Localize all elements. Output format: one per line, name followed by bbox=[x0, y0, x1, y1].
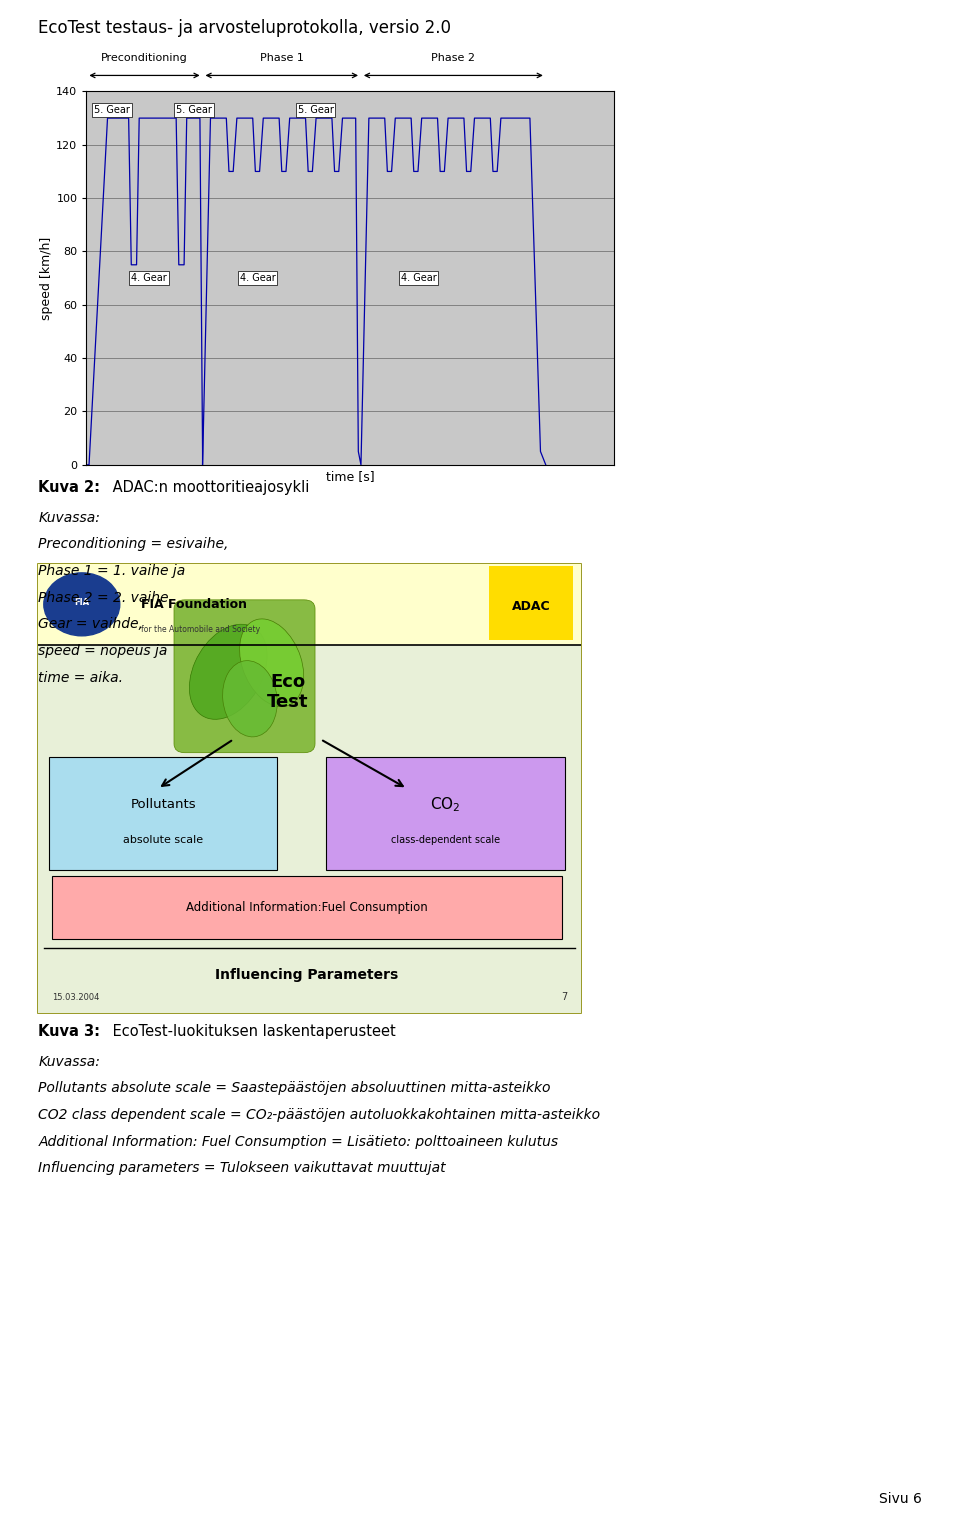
Text: 5. Gear: 5. Gear bbox=[177, 105, 212, 116]
Text: time = aika.: time = aika. bbox=[38, 671, 124, 684]
Text: for the Automobile and Society: for the Automobile and Society bbox=[141, 625, 260, 634]
Ellipse shape bbox=[189, 625, 267, 719]
Text: EcoTest testaus- ja arvosteluprotokolla, versio 2.0: EcoTest testaus- ja arvosteluprotokolla,… bbox=[38, 18, 451, 37]
Text: Eco
Test: Eco Test bbox=[267, 674, 309, 712]
Text: absolute scale: absolute scale bbox=[123, 835, 204, 846]
Text: ADAC: ADAC bbox=[512, 600, 550, 613]
Text: CO2 class dependent scale = CO₂-päästöjen autoluokkakohtainen mitta-asteikko: CO2 class dependent scale = CO₂-päästöje… bbox=[38, 1108, 601, 1122]
FancyBboxPatch shape bbox=[325, 757, 564, 870]
Bar bbox=[38, 645, 581, 1013]
Text: 4. Gear: 4. Gear bbox=[239, 273, 276, 283]
FancyBboxPatch shape bbox=[174, 600, 315, 753]
Text: Kuva 3:: Kuva 3: bbox=[38, 1024, 101, 1039]
Text: class-dependent scale: class-dependent scale bbox=[391, 835, 500, 846]
Text: speed = nopeus ja: speed = nopeus ja bbox=[38, 643, 168, 658]
Bar bbox=[489, 565, 573, 640]
FancyBboxPatch shape bbox=[49, 757, 277, 870]
Text: Preconditioning: Preconditioning bbox=[101, 52, 188, 62]
Text: Kuvassa:: Kuvassa: bbox=[38, 1055, 100, 1068]
Text: Kuvassa:: Kuvassa: bbox=[38, 511, 100, 524]
Text: 5. Gear: 5. Gear bbox=[298, 105, 333, 116]
Text: 5. Gear: 5. Gear bbox=[94, 105, 131, 116]
Bar bbox=[38, 564, 581, 645]
FancyBboxPatch shape bbox=[52, 876, 562, 939]
Text: Gear = vaihde,: Gear = vaihde, bbox=[38, 617, 143, 631]
Text: Preconditioning = esivaihe,: Preconditioning = esivaihe, bbox=[38, 536, 228, 552]
Text: Pollutants: Pollutants bbox=[131, 799, 196, 811]
Text: Sivu 6: Sivu 6 bbox=[878, 1492, 922, 1506]
Text: Additional Information: Fuel Consumption = Lisätieto: polttoaineen kulutus: Additional Information: Fuel Consumption… bbox=[38, 1134, 559, 1149]
Text: 4. Gear: 4. Gear bbox=[132, 273, 167, 283]
Circle shape bbox=[44, 573, 120, 636]
Ellipse shape bbox=[223, 660, 277, 738]
Text: 15.03.2004: 15.03.2004 bbox=[52, 994, 99, 1003]
Y-axis label: speed [km/h]: speed [km/h] bbox=[40, 236, 54, 320]
Text: Influencing Parameters: Influencing Parameters bbox=[215, 968, 398, 983]
Text: Kuva 2:: Kuva 2: bbox=[38, 480, 101, 495]
Text: EcoTest-luokituksen laskentaperusteet: EcoTest-luokituksen laskentaperusteet bbox=[108, 1024, 396, 1039]
Text: FIA: FIA bbox=[74, 597, 89, 607]
Ellipse shape bbox=[240, 619, 303, 707]
Text: Pollutants absolute scale = Saastepäästöjen absoluuttinen mitta-asteikko: Pollutants absolute scale = Saastepäästö… bbox=[38, 1082, 551, 1096]
Text: Phase 1: Phase 1 bbox=[260, 52, 303, 62]
Text: Phase 2 = 2. vaihe: Phase 2 = 2. vaihe bbox=[38, 590, 169, 605]
Text: Phase 2: Phase 2 bbox=[431, 52, 475, 62]
Text: FIA Foundation: FIA Foundation bbox=[141, 597, 248, 611]
Text: Phase 1 = 1. vaihe ja: Phase 1 = 1. vaihe ja bbox=[38, 564, 185, 578]
Text: 4. Gear: 4. Gear bbox=[400, 273, 436, 283]
Text: Influencing parameters = Tulokseen vaikuttavat muuttujat: Influencing parameters = Tulokseen vaiku… bbox=[38, 1161, 446, 1175]
X-axis label: time [s]: time [s] bbox=[326, 471, 374, 483]
Text: Additional Information:Fuel Consumption: Additional Information:Fuel Consumption bbox=[186, 901, 428, 914]
Text: 7: 7 bbox=[561, 992, 567, 1003]
Text: ADAC:n moottoritieajosykli: ADAC:n moottoritieajosykli bbox=[108, 480, 310, 495]
Text: CO$_2$: CO$_2$ bbox=[430, 796, 461, 814]
